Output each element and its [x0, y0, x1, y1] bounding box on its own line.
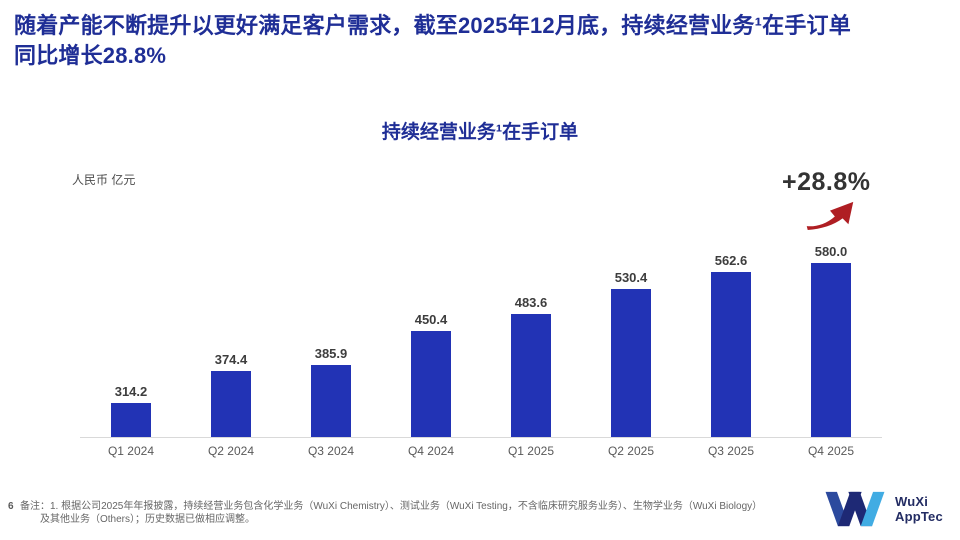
x-axis-label: Q4 2024	[407, 444, 455, 458]
bar-value-label: 483.6	[514, 295, 548, 310]
slide-title: 随着产能不断提升以更好满足客户需求，截至2025年12月底，持续经营业务¹在手订…	[14, 11, 950, 71]
footnote: 备注：1. 根据公司2025年年报披露，持续经营业务包含化学业务（WuXi Ch…	[20, 500, 810, 526]
x-axis-label: Q1 2025	[507, 444, 555, 458]
x-axis-label: Q2 2024	[207, 444, 255, 458]
bar	[511, 314, 551, 437]
chart-title: 持续经营业务¹在手订单	[381, 122, 579, 143]
x-axis-label: Q2 2025	[607, 444, 655, 458]
bar-value-label: 530.4	[614, 270, 648, 285]
wuxi-apptec-logo-icon	[825, 491, 885, 527]
x-axis-label: Q1 2024	[107, 444, 155, 458]
up-arrow-icon	[806, 201, 854, 230]
bar-value-label: 580.0	[814, 244, 848, 259]
bar-value-label: 374.4	[214, 352, 248, 367]
logo-text-line1: WuXi	[895, 494, 929, 509]
bar-group: 483.6	[481, 295, 581, 437]
bar-group: 374.4	[181, 352, 281, 437]
bar-value-label: 385.9	[314, 346, 348, 361]
footnote-line2: 及其他业务（Others）；历史数据已做相应调整。	[40, 514, 256, 525]
bar-value-label: 314.2	[114, 384, 148, 399]
bar-group: 562.6	[681, 253, 781, 437]
x-axis-label: Q4 2025	[807, 444, 855, 458]
slide-title-line2: 同比增长28.8%	[14, 43, 167, 68]
bar-value-label: 562.6	[714, 253, 748, 268]
bar-group: 450.4	[381, 312, 481, 437]
y-axis-unit-label: 人民币 亿元	[72, 173, 136, 187]
bar	[211, 371, 251, 437]
bar	[811, 263, 851, 437]
bar-group: 530.4	[581, 270, 681, 437]
bar-group: 385.9	[281, 346, 381, 437]
logo-text-line2: AppTec	[895, 509, 943, 524]
growth-annotation: +28.8%	[782, 168, 892, 230]
bar-group: 314.2	[81, 384, 181, 437]
bar-group: 580.0	[781, 244, 881, 437]
plot-area: 314.2 374.4 385.9 450.4 483.6 530.4 562.6 580.0	[81, 244, 881, 437]
bar	[111, 403, 151, 437]
x-axis-label: Q3 2024	[307, 444, 355, 458]
x-axis-labels: Q1 2024 Q2 2024 Q3 2024 Q4 2024 Q1 2025 Q2 20…	[81, 444, 881, 458]
bar	[411, 331, 451, 437]
x-axis-label: Q3 2025	[707, 444, 755, 458]
page-number: 6	[8, 501, 14, 512]
logo-text: WuXi AppTec	[895, 494, 943, 524]
slide-title-line1: 随着产能不断提升以更好满足客户需求，截至2025年12月底，持续经营业务¹在手订…	[14, 13, 851, 38]
company-logo: WuXi AppTec	[822, 490, 943, 528]
footnote-line1: 备注：1. 根据公司2025年年报披露，持续经营业务包含化学业务（WuXi Ch…	[20, 501, 763, 512]
bar	[311, 365, 351, 437]
bar-value-label: 450.4	[414, 312, 448, 327]
bar	[711, 272, 751, 437]
x-axis-line	[80, 437, 882, 438]
bar	[611, 289, 651, 437]
growth-percentage: +28.8%	[782, 168, 871, 196]
